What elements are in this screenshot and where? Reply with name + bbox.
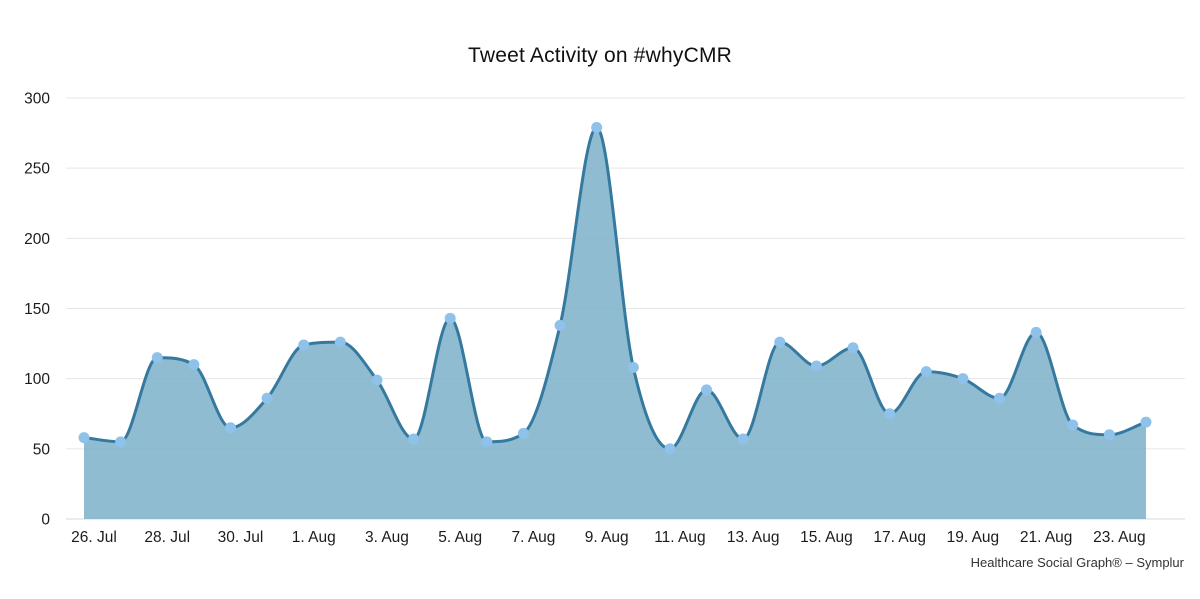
data-point-marker bbox=[994, 392, 1006, 404]
x-axis-tick-label: 11. Aug bbox=[654, 529, 705, 546]
y-axis-tick-label: 0 bbox=[41, 512, 50, 529]
data-point-marker bbox=[847, 342, 859, 354]
data-point-marker bbox=[1103, 429, 1115, 441]
y-axis-tick-label: 50 bbox=[33, 441, 51, 458]
chart-title: Tweet Activity on #whyCMR bbox=[467, 44, 733, 67]
data-point-marker bbox=[1140, 416, 1152, 428]
data-point-marker bbox=[664, 443, 676, 455]
data-point-marker bbox=[1030, 326, 1042, 338]
x-axis-tick-label: 9. Aug bbox=[585, 529, 629, 546]
y-axis-tick-label: 100 bbox=[24, 371, 50, 388]
x-axis-tick-label: 7. Aug bbox=[511, 529, 555, 546]
area-fill bbox=[84, 127, 1146, 519]
data-point-marker bbox=[737, 433, 749, 445]
data-point-marker bbox=[224, 422, 236, 434]
x-axis-tick-label: 5. Aug bbox=[438, 529, 482, 546]
data-point-marker bbox=[298, 339, 310, 351]
data-point-marker bbox=[810, 360, 822, 372]
x-axis-tick-label: 23. Aug bbox=[1093, 529, 1146, 546]
data-point-marker bbox=[261, 392, 273, 404]
data-point-marker bbox=[627, 361, 639, 373]
x-axis-tick-label: 13. Aug bbox=[727, 529, 780, 546]
data-point-marker bbox=[444, 312, 456, 324]
data-point-marker bbox=[884, 408, 896, 420]
data-point-marker bbox=[1067, 419, 1079, 431]
data-point-marker bbox=[920, 366, 932, 378]
data-point-marker bbox=[78, 432, 90, 444]
y-axis-tick-label: 250 bbox=[24, 161, 50, 178]
data-point-marker bbox=[591, 121, 603, 133]
data-point-marker bbox=[408, 433, 420, 445]
y-axis-tick-label: 300 bbox=[24, 91, 50, 108]
data-point-marker bbox=[517, 427, 529, 439]
data-point-marker bbox=[481, 436, 493, 448]
y-axis-tick-label: 150 bbox=[24, 301, 50, 318]
data-point-marker bbox=[701, 384, 713, 396]
x-axis-tick-label: 3. Aug bbox=[365, 529, 409, 546]
data-point-marker bbox=[554, 319, 566, 331]
data-point-marker bbox=[151, 352, 163, 364]
data-point-marker bbox=[774, 336, 786, 348]
data-point-marker bbox=[371, 374, 383, 386]
chart-attribution: Healthcare Social Graph® – Symplur bbox=[970, 555, 1184, 570]
x-axis-tick-label: 28. Jul bbox=[144, 529, 190, 546]
y-axis-tick-label: 200 bbox=[24, 231, 50, 248]
x-axis-tick-label: 15. Aug bbox=[800, 529, 853, 546]
x-axis-tick-label: 26. Jul bbox=[71, 529, 117, 546]
data-point-marker bbox=[957, 373, 969, 385]
x-axis-tick-label: 30. Jul bbox=[218, 529, 264, 546]
x-axis-tick-label: 17. Aug bbox=[873, 529, 926, 546]
data-point-marker bbox=[115, 436, 127, 448]
x-axis-tick-label: 21. Aug bbox=[1020, 529, 1073, 546]
x-axis-tick-label: 19. Aug bbox=[947, 529, 1000, 546]
data-point-marker bbox=[188, 359, 200, 371]
x-axis-tick-label: 1. Aug bbox=[292, 529, 336, 546]
data-point-marker bbox=[334, 336, 346, 348]
